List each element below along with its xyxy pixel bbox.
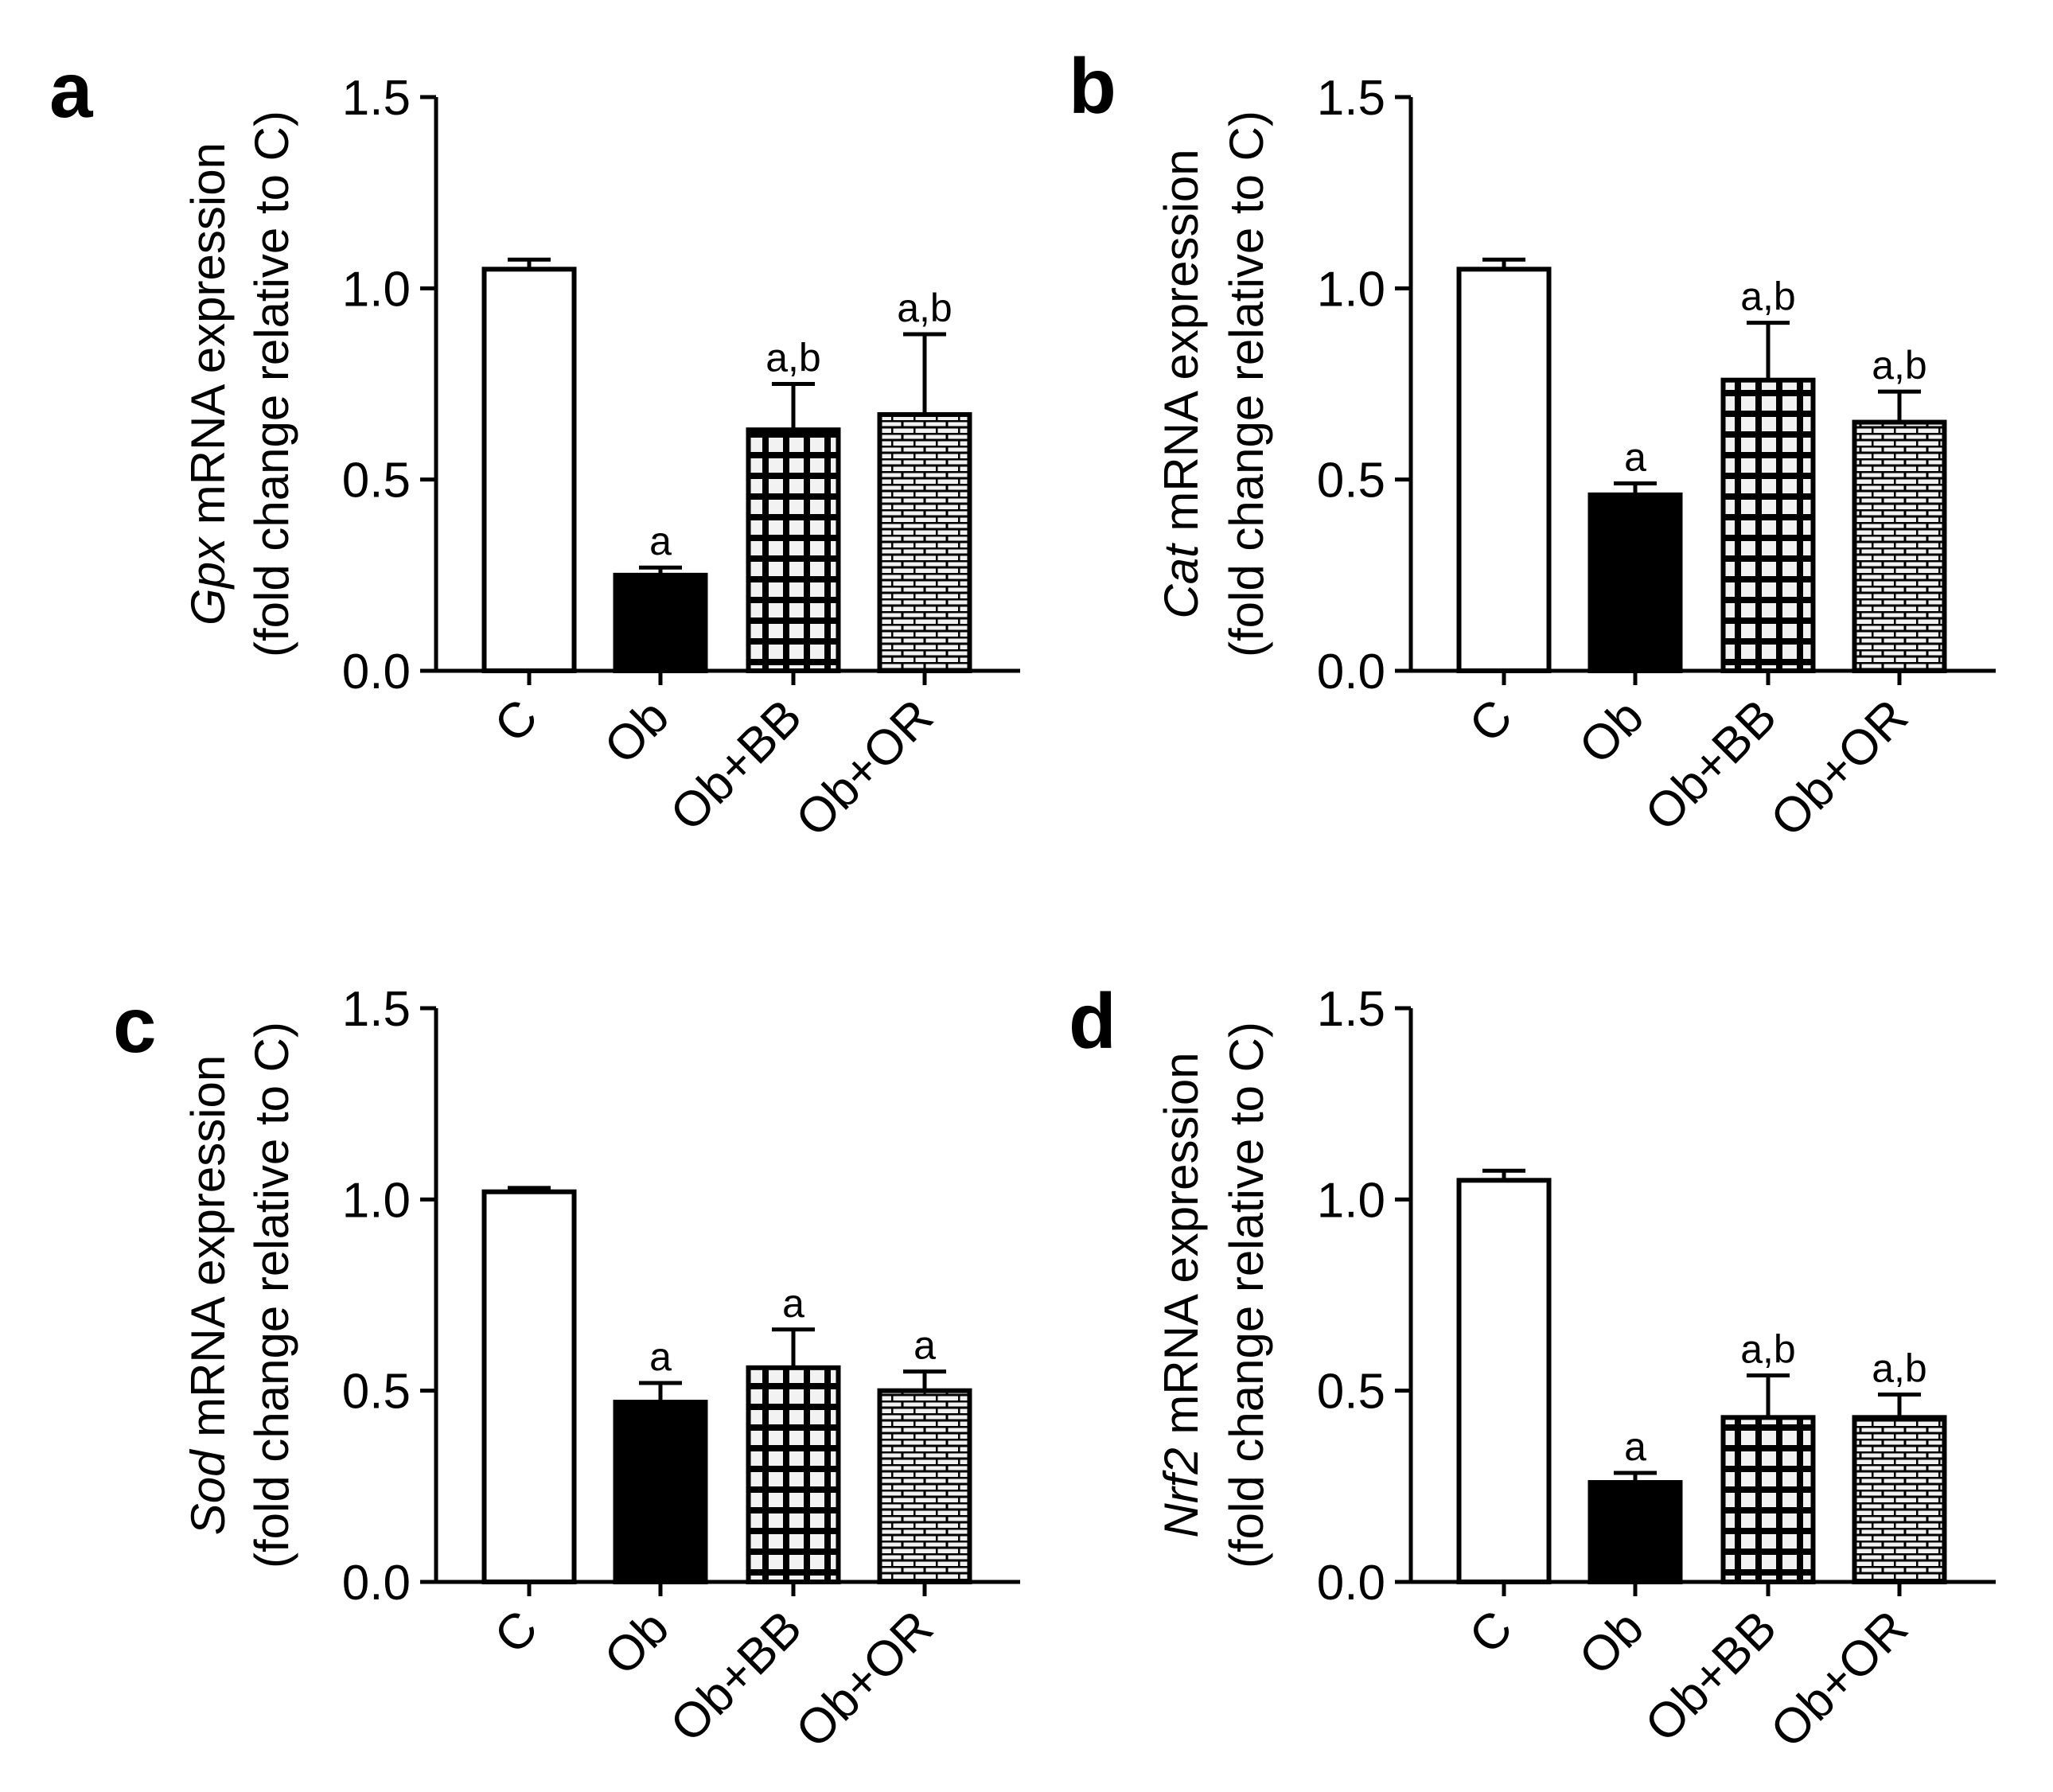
- x-tick-label: C: [1459, 1600, 1522, 1664]
- y-axis-label: Nrf2 mRNA expression: [1155, 1052, 1208, 1537]
- y-tick-label: 1.5: [342, 71, 411, 126]
- significance-label: a: [649, 519, 672, 563]
- bar-d-C: [1456, 1178, 1552, 1585]
- bar-d-Ob+BB: [1720, 1415, 1816, 1585]
- y-tick-label: 1.0: [1317, 262, 1385, 317]
- significance-label: a,b: [1740, 275, 1796, 319]
- bar-c-C: [481, 1189, 577, 1584]
- significance-label: a: [1624, 434, 1646, 479]
- significance-label: a,b: [1740, 1326, 1796, 1371]
- bar-c-Ob: [613, 1400, 708, 1584]
- chart-panel-d: d Ca Ob a,b Ob+BB a,b Ob+OR 0.0 0.5 1.0 1.5 Nrf2 mR…: [1069, 977, 1996, 1759]
- y-tick-label: 0.0: [1317, 1556, 1385, 1611]
- bar-d-Ob: [1587, 1480, 1683, 1584]
- y-axis-label-line2: (fold change relative to C): [245, 111, 298, 657]
- y-axis-label-rest: mRNA expression: [1155, 149, 1208, 544]
- x-tick-label: Ob+OR: [785, 689, 944, 847]
- y-tick-label: 0.0: [342, 645, 411, 699]
- bar-a-Ob: [613, 572, 708, 673]
- significance-label: a,b: [1872, 1346, 1927, 1390]
- y-axis-label-gene: Cat: [1155, 543, 1208, 619]
- significance-label: a: [649, 1334, 672, 1379]
- y-axis-label-line2: (fold change relative to C): [1220, 111, 1273, 657]
- bar-b-C: [1456, 267, 1552, 673]
- panel-letter: b: [1069, 42, 1116, 130]
- y-tick-label: 1.5: [342, 982, 411, 1037]
- x-tick-label: Ob+OR: [1760, 1600, 1919, 1759]
- y-tick-label: 1.0: [342, 262, 411, 317]
- x-tick-label: C: [1459, 689, 1522, 753]
- y-tick-label: 0.5: [1317, 454, 1385, 508]
- y-tick-label: 0.5: [342, 454, 411, 508]
- bar-a-Ob+OR: [877, 411, 972, 673]
- significance-label: a: [782, 1281, 804, 1326]
- y-axis-label-gene: Nrf2: [1155, 1447, 1208, 1537]
- x-tick-label: Ob+OR: [785, 1600, 944, 1759]
- x-tick-label: Ob+BB: [660, 689, 812, 841]
- bar-b-Ob+BB: [1720, 377, 1816, 673]
- y-axis-label: Sod mRNA expression: [181, 1055, 235, 1536]
- x-tick-label: Ob+BB: [1635, 689, 1787, 841]
- y-axis-label-line2: (fold change relative to C): [245, 1022, 298, 1568]
- chart-panel-b: b Ca Ob a,b Ob+BB a,b Ob+OR 0.0 0.5 1.0 1.5 Cat mRN…: [1069, 42, 1996, 847]
- y-axis-label-gene: Sod: [181, 1449, 235, 1535]
- y-tick-label: 1.5: [1317, 71, 1385, 126]
- y-tick-label: 0.0: [1317, 645, 1385, 699]
- x-tick-label: C: [484, 689, 547, 753]
- x-tick-label: Ob+BB: [1635, 1600, 1787, 1752]
- x-tick-label: Ob: [594, 1600, 680, 1685]
- bar-c-Ob+BB: [746, 1365, 841, 1584]
- y-axis-label: Gpx mRNA expression: [181, 142, 235, 625]
- panel-letter: a: [49, 46, 94, 134]
- panel-letter: d: [1069, 977, 1116, 1065]
- x-tick-label: Ob: [594, 689, 680, 774]
- x-tick-label: Ob: [1569, 689, 1654, 774]
- x-tick-label: Ob: [1569, 1600, 1654, 1685]
- panel-letter: c: [113, 981, 157, 1069]
- y-tick-label: 1.0: [342, 1173, 411, 1228]
- significance-label: a: [1624, 1424, 1646, 1469]
- y-axis-label-rest: mRNA expression: [181, 1055, 235, 1451]
- y-axis-label-rest: mRNA expression: [181, 142, 235, 538]
- bar-a-C: [481, 267, 577, 673]
- y-axis-label-gene: Gpx: [181, 536, 235, 625]
- chart-panel-a: a Ca Ob a,b Ob+BB a,b Ob+OR 0.0 0.5 1.0 1.5 Gpx mRN…: [49, 46, 1020, 847]
- y-axis-label-line2: (fold change relative to C): [1220, 1022, 1273, 1568]
- x-tick-label: Ob+OR: [1760, 689, 1919, 847]
- bar-b-Ob: [1587, 492, 1683, 673]
- y-axis-label-rest: mRNA expression: [1155, 1052, 1208, 1447]
- significance-label: a,b: [897, 286, 952, 330]
- bar-b-Ob+OR: [1852, 419, 1947, 673]
- x-tick-label: Ob+BB: [660, 1600, 812, 1752]
- y-tick-label: 0.0: [342, 1556, 411, 1611]
- y-tick-label: 1.5: [1317, 982, 1385, 1037]
- y-tick-label: 0.5: [1317, 1365, 1385, 1420]
- chart-panel-c: c Ca Ob a Ob+BB a Ob+OR 0.0 0.5 1.0 1.5 Sod mRNA ex…: [113, 981, 1020, 1759]
- x-tick-label: C: [484, 1600, 547, 1664]
- significance-label: a,b: [1872, 343, 1927, 388]
- significance-label: a: [914, 1323, 936, 1368]
- bar-d-Ob+OR: [1852, 1415, 1947, 1585]
- significance-label: a,b: [765, 336, 821, 380]
- bar-a-Ob+BB: [746, 427, 841, 673]
- y-axis-label: Cat mRNA expression: [1155, 149, 1208, 618]
- bar-c-Ob+OR: [877, 1388, 972, 1584]
- y-tick-label: 1.0: [1317, 1173, 1385, 1228]
- y-tick-label: 0.5: [342, 1365, 411, 1420]
